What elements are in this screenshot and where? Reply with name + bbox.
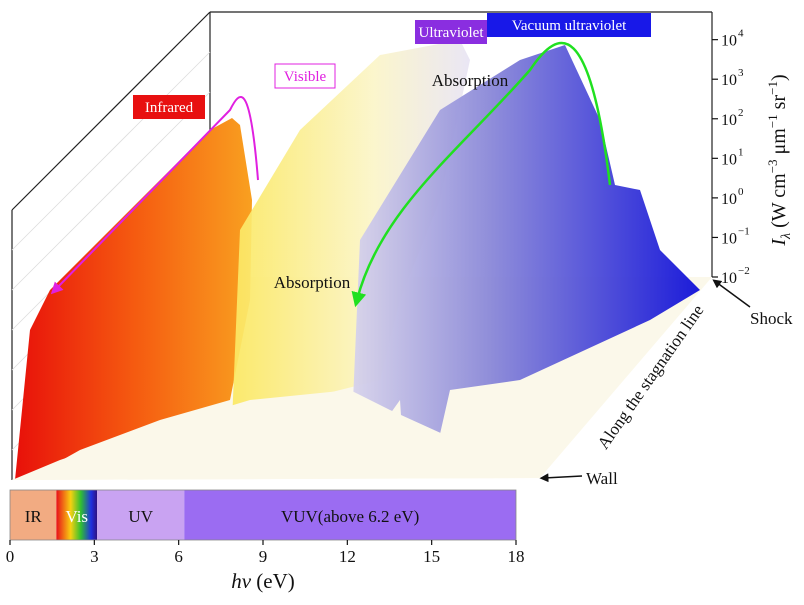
x-tick-label: 3	[90, 547, 99, 566]
vuv-label: Vacuum ultraviolet	[512, 18, 627, 34]
surface-visible	[230, 40, 470, 470]
x-axis-label-part: hv	[231, 569, 252, 593]
band-label: UV	[128, 507, 153, 526]
y-axis-label-part: (W cm	[768, 173, 790, 233]
band-label: VUV(above 6.2 eV)	[281, 507, 419, 526]
vuv-box	[487, 13, 651, 37]
y-tick-exponent: 0	[738, 186, 744, 198]
band	[184, 490, 517, 540]
absorption-label: Absorption	[274, 273, 351, 292]
y-tick-exponent: 3	[738, 67, 744, 79]
surface-infrared	[15, 118, 252, 480]
y-tick-exponent: 1	[738, 146, 744, 158]
x-tick-label: 12	[339, 547, 356, 566]
band	[10, 490, 57, 540]
x-tick-label: 0	[6, 547, 15, 566]
infrared-box	[133, 95, 205, 119]
y-tick-exponent: −2	[738, 265, 750, 277]
infrared-arrow	[50, 96, 259, 295]
band	[97, 490, 185, 540]
shock-arrow	[712, 279, 751, 308]
y-axis-label-part: −3	[765, 159, 780, 173]
surface-uv	[350, 45, 700, 478]
y-tick-exponent: 4	[738, 28, 744, 40]
uv-box	[415, 20, 487, 44]
y-axis-label-part: )	[768, 74, 790, 81]
band	[56, 490, 98, 540]
y-tick-label: 10	[721, 72, 737, 89]
y-tick-exponent: −1	[738, 225, 750, 237]
y-tick-label: 10	[721, 230, 737, 247]
y-tick-label: 10	[721, 33, 737, 50]
y-tick-label: 10	[721, 112, 737, 129]
y-axis-label-part: μm	[768, 128, 790, 160]
y-axis-label-part: I	[768, 238, 790, 247]
x-axis-label: hv (eV)	[231, 569, 295, 593]
infrared-label: Infrared	[145, 100, 194, 116]
box-frame	[11, 11, 713, 480]
band-label: Vis	[65, 507, 88, 526]
y-axis-label-part: −1	[765, 114, 780, 128]
band-label: IR	[25, 507, 43, 526]
x-tick-label: 15	[423, 547, 440, 566]
floor-front	[12, 390, 540, 480]
visible-label: Visible	[284, 69, 327, 85]
uv-label: Ultraviolet	[419, 25, 485, 41]
x-axis-label-part: (eV)	[251, 569, 295, 593]
x-tick-label: 18	[508, 547, 525, 566]
y-tick-exponent: 2	[738, 107, 744, 119]
wall-label: Wall	[586, 469, 618, 488]
y-tick-label: 10	[721, 270, 737, 287]
y-axis-label-part: −1	[765, 81, 780, 95]
y-axis-label-part: λ	[779, 233, 794, 240]
shock-label: Shock	[750, 309, 793, 328]
y-axis-label-part: sr	[768, 95, 790, 115]
y-axis-label: Iλ (W cm−3 μm−1 sr−1)	[765, 74, 794, 246]
y-tick-label: 10	[721, 191, 737, 208]
y-tick-label: 10	[721, 151, 737, 168]
vuv-arrow	[351, 41, 612, 308]
visible-box	[274, 63, 336, 89]
x-tick-label: 9	[259, 547, 268, 566]
wall-arrow	[539, 473, 583, 483]
absorption-label: Absorption	[432, 71, 509, 90]
x-axis: IR Vis UV VUV(above 6.2 eV) 0 3 6 9 12 15 18 hv (eV…	[6, 489, 525, 593]
x-tick-label: 6	[174, 547, 183, 566]
